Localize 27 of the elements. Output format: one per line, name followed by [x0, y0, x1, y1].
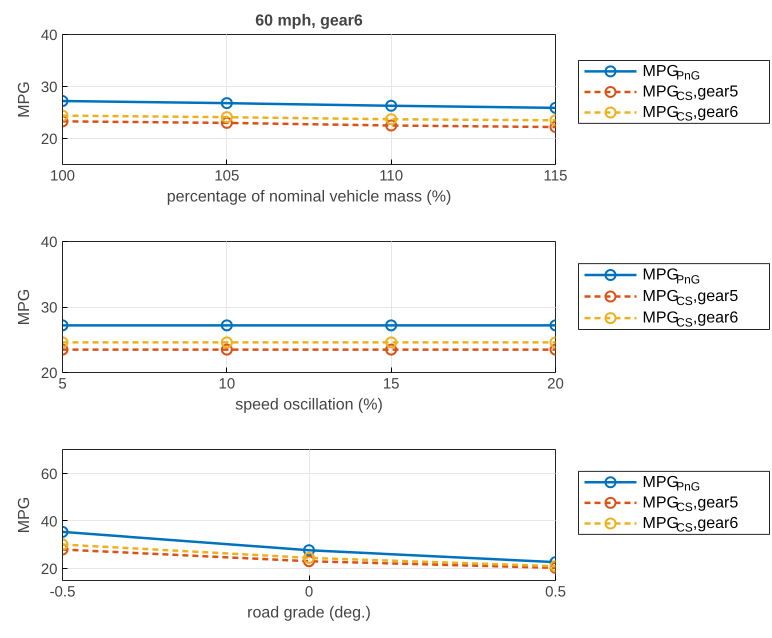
x-tick-label: 0 — [304, 584, 314, 600]
y-axis-title: MPG — [16, 496, 33, 534]
x-tick-label: 0.5 — [545, 584, 566, 600]
x-tick-label: 20 — [547, 376, 564, 392]
x-axis-title: percentage of nominal vehicle mass (%) — [166, 188, 452, 206]
y-axis-title: MPG — [16, 288, 33, 326]
y-tick-label: 40 — [40, 513, 58, 530]
y-tick-label: 40 — [40, 27, 58, 44]
y-tick-label: 20 — [40, 131, 58, 148]
x-tick-label: 10 — [218, 376, 236, 392]
x-tick-label: 100 — [50, 168, 76, 184]
x-axis-title: speed oscillation (%) — [235, 396, 383, 414]
chart-title: 60 mph, gear6 — [255, 12, 363, 30]
y-tick-label: 40 — [40, 234, 58, 251]
y-tick-label: 30 — [40, 79, 58, 96]
y-tick-label: 20 — [40, 365, 58, 382]
x-axis-title: road grade (deg.) — [247, 604, 371, 622]
x-tick-label: 110 — [379, 168, 404, 184]
x-tick-label: -0.5 — [50, 584, 76, 600]
x-tick-label: 105 — [214, 168, 240, 184]
y-tick-label: 60 — [40, 466, 58, 483]
y-axis-title: MPG — [16, 81, 33, 118]
x-tick-label: 115 — [544, 168, 568, 184]
y-tick-label: 20 — [40, 561, 58, 578]
y-tick-label: 30 — [40, 300, 58, 316]
x-tick-label: 15 — [382, 376, 400, 392]
x-tick-label: 5 — [58, 376, 67, 392]
